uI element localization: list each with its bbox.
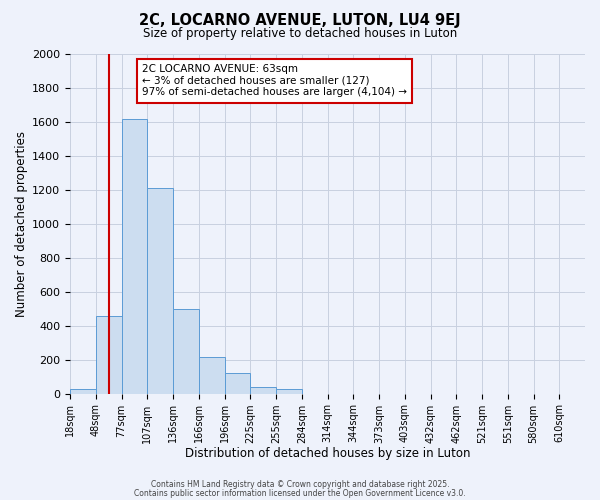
Text: 2C, LOCARNO AVENUE, LUTON, LU4 9EJ: 2C, LOCARNO AVENUE, LUTON, LU4 9EJ [139,12,461,28]
Text: Contains HM Land Registry data © Crown copyright and database right 2025.: Contains HM Land Registry data © Crown c… [151,480,449,489]
Bar [70,388,96,394]
Text: 2C LOCARNO AVENUE: 63sqm
← 3% of detached houses are smaller (127)
97% of semi-d: 2C LOCARNO AVENUE: 63sqm ← 3% of detache… [142,64,407,98]
Bar [250,387,276,394]
Bar [147,188,173,394]
Text: Size of property relative to detached houses in Luton: Size of property relative to detached ho… [143,28,457,40]
Bar [199,357,224,394]
Bar [276,390,302,394]
X-axis label: Distribution of detached houses by size in Luton: Distribution of detached houses by size … [185,447,470,460]
Bar [96,316,122,394]
Y-axis label: Number of detached properties: Number of detached properties [15,131,28,317]
Text: Contains public sector information licensed under the Open Government Licence v3: Contains public sector information licen… [134,488,466,498]
Bar [122,118,147,394]
Bar [173,308,199,394]
Bar [224,373,250,394]
